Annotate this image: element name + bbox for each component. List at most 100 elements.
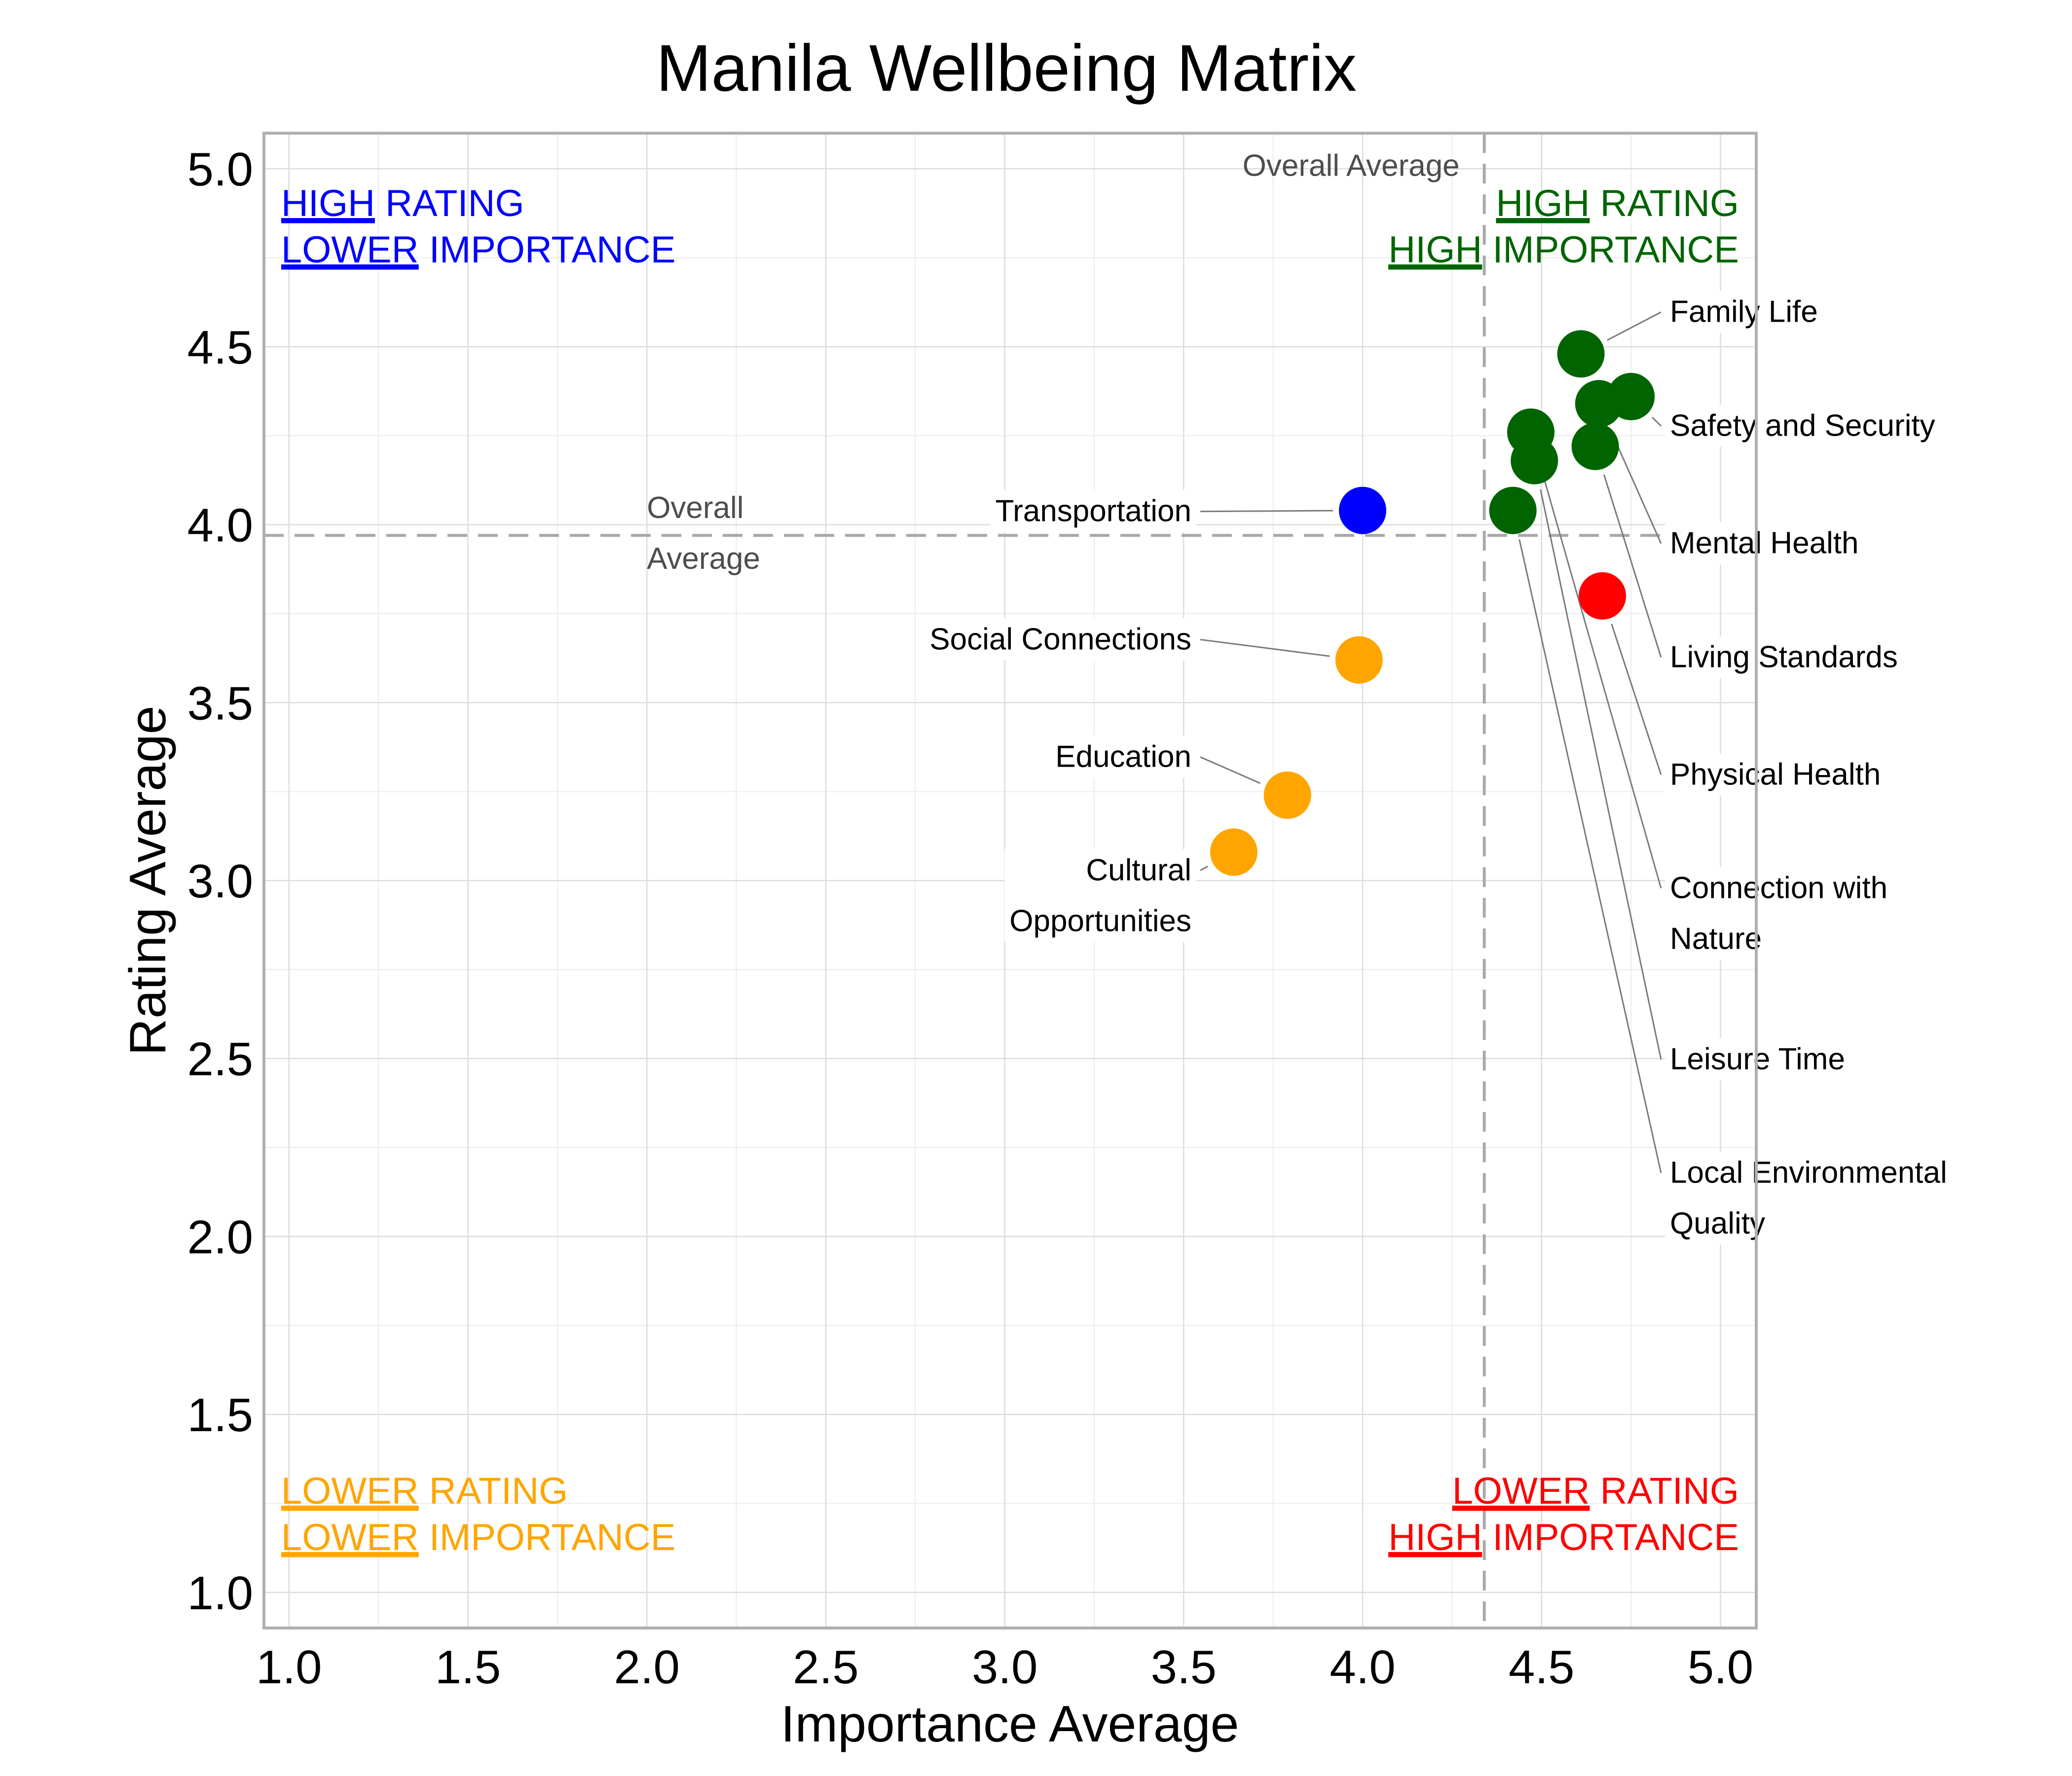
point-label-line: Cultural — [1086, 853, 1191, 887]
leader-line — [1607, 311, 1662, 341]
x-tick-label: 3.5 — [1151, 1641, 1217, 1694]
quadrant-label-bottom-left: LOWER RATING — [281, 1470, 568, 1512]
x-tick-label: 1.0 — [256, 1641, 322, 1694]
point-label-background — [1665, 1151, 1952, 1245]
x-tick-label: 3.0 — [972, 1641, 1037, 1694]
data-point — [1335, 636, 1383, 684]
leader-line — [1540, 489, 1662, 1060]
point-label-line: Quality — [1670, 1207, 1765, 1241]
quadrant-label-rest: RATING — [1590, 1470, 1739, 1512]
y-tick-label: 4.0 — [187, 499, 253, 552]
point-label-line: Transportation — [996, 494, 1191, 528]
leader-line — [1651, 416, 1662, 427]
point-label-background — [1665, 753, 1886, 796]
point-label: Cultural Opportunities — [1009, 853, 1191, 938]
point-label-background — [925, 618, 1196, 661]
point-labels: Family Life Safety and Security Mental Hea… — [925, 291, 1952, 1245]
x-tick-label: 2.5 — [793, 1641, 858, 1694]
point-label-background — [1665, 405, 1940, 447]
leader-line — [1603, 474, 1662, 658]
quadrant-label-bottom-right: LOWER RATING — [1452, 1470, 1739, 1512]
point-label: Education — [1055, 740, 1191, 774]
quadrant-label-rest: RATING — [1590, 183, 1739, 224]
quadrant-label-top-left: LOWER IMPORTANCE — [281, 229, 676, 271]
y-tick-label: 3.0 — [187, 855, 253, 908]
point-label-line: Living Standards — [1670, 640, 1898, 674]
quadrant-label-emphasis: HIGH — [1496, 183, 1590, 224]
x-axis-title: Importance Average — [781, 1696, 1239, 1753]
leader-line — [1610, 430, 1662, 544]
quadrant-label-emphasis: LOWER — [281, 229, 419, 271]
point-label-background — [1665, 636, 1903, 678]
quadrant-label-rest: IMPORTANCE — [419, 1517, 676, 1558]
data-point — [1489, 486, 1537, 534]
point-label: Connection with Nature — [1670, 871, 1887, 956]
leader-line — [1518, 539, 1662, 1173]
point-label-background — [1050, 736, 1196, 778]
y-tick-label: 1.0 — [187, 1567, 253, 1620]
point-label: Family Life — [1670, 295, 1818, 329]
data-point — [1210, 828, 1258, 876]
data-point — [1571, 422, 1619, 470]
x-tick-label: 4.0 — [1330, 1641, 1395, 1694]
data-points — [1210, 330, 1655, 876]
y-axis-title: Rating Average — [119, 705, 177, 1055]
x-tick-label: 4.5 — [1509, 1641, 1574, 1694]
data-point — [1579, 572, 1627, 620]
leader-line — [1538, 460, 1662, 888]
quadrant-label-emphasis: LOWER — [1452, 1470, 1590, 1512]
point-label-line: Connection with — [1670, 871, 1887, 905]
point-label-background — [1665, 867, 1893, 960]
point-label-line: Safety and Security — [1670, 409, 1935, 443]
point-label: Mental Health — [1670, 526, 1859, 560]
data-point — [1575, 380, 1623, 428]
quadrant-label-emphasis: HIGH — [281, 183, 375, 224]
point-label-line: Education — [1055, 740, 1191, 774]
x-tick-label: 1.5 — [435, 1641, 501, 1694]
leader-line — [1200, 756, 1261, 784]
quadrant-label-bottom-right: HIGH IMPORTANCE — [1388, 1517, 1739, 1558]
label-leader-lines — [1200, 311, 1662, 1173]
quadrant-label-rest: IMPORTANCE — [1482, 1517, 1739, 1558]
quadrant-label-top-right: HIGH RATING — [1496, 183, 1739, 224]
data-point — [1557, 330, 1605, 378]
y-tick-label: 5.0 — [187, 143, 253, 196]
point-label: Physical Health — [1670, 758, 1881, 792]
quadrant-label-rest: RATING — [419, 1470, 568, 1512]
overall-average-horizontal-label: Overall Average — [647, 491, 760, 576]
point-label-background — [990, 490, 1196, 532]
quadrant-label-top-left: HIGH RATING — [281, 183, 524, 224]
point-label: Transportation — [996, 494, 1191, 528]
quadrant-label-rest: RATING — [375, 183, 524, 224]
leader-line — [1200, 865, 1208, 871]
y-tick-label: 2.0 — [187, 1211, 253, 1263]
y-tick-label: 3.5 — [187, 677, 253, 730]
point-label-line: Opportunities — [1009, 904, 1191, 938]
point-label-line: Local Environmental — [1670, 1156, 1947, 1190]
overall-average-horizontal-label-line: Average — [647, 542, 760, 576]
data-point — [1511, 437, 1558, 484]
quadrant-label-rest: IMPORTANCE — [419, 229, 676, 271]
plot-panel-border — [262, 132, 1758, 1629]
point-label-background — [1665, 291, 1823, 333]
overall-average-vertical-label: Overall Average — [1243, 149, 1460, 183]
point-label-line: Mental Health — [1670, 526, 1859, 560]
quadrant-label-bottom-left: LOWER IMPORTANCE — [281, 1517, 676, 1558]
y-tick-label: 4.5 — [187, 321, 253, 374]
x-tick-label: 2.0 — [614, 1641, 679, 1694]
x-tick-labels: 1.0 1.5 2.0 2.5 3.0 3.5 4.0 4.5 5.0 — [256, 1641, 1753, 1694]
quadrant-label-emphasis: LOWER — [281, 1470, 419, 1512]
y-tick-labels: 1.0 1.5 2.0 2.5 3.0 3.5 4.0 4.5 5.0 — [187, 143, 253, 1620]
point-label: Social Connections — [929, 622, 1191, 656]
quadrant-label-emphasis: HIGH — [1388, 1517, 1482, 1558]
point-label-background — [1004, 849, 1196, 942]
leader-line — [1611, 624, 1662, 776]
data-point — [1263, 771, 1311, 819]
point-label: Local Environmental Quality — [1670, 1156, 1947, 1241]
x-tick-label: 5.0 — [1688, 1641, 1753, 1694]
y-tick-label: 2.5 — [187, 1033, 253, 1086]
leader-line — [1200, 638, 1330, 657]
quadrant-label-emphasis: LOWER — [281, 1517, 419, 1558]
